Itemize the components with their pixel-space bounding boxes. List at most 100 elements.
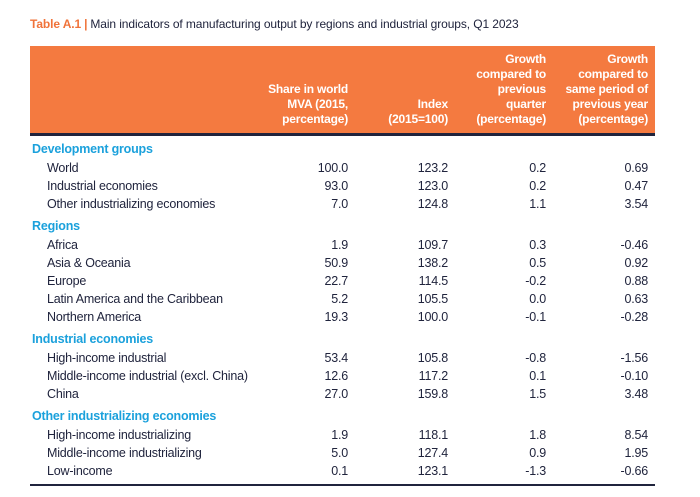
table-number: Table A.1	[30, 17, 82, 31]
cell-value: -0.2	[525, 273, 546, 288]
caption-separator: |	[84, 17, 88, 31]
table-header: Share in world MVA (2015, percentage) In…	[30, 46, 655, 136]
col-header-share-mva: Share in world MVA (2015, percentage)	[260, 46, 355, 136]
cell-value: 0.3	[529, 237, 546, 252]
table-row: Low-income 0.1 123.1 -1.3 -0.66	[30, 462, 655, 486]
table-row: Industrial economies 93.0 123.0 0.2 0.47	[30, 177, 655, 195]
cell-value: 27.0	[324, 386, 348, 401]
row-label: Middle-income industrial (excl. China)	[47, 368, 248, 383]
cell-value: 100.0	[417, 309, 448, 324]
cell-value: 3.54	[624, 196, 648, 211]
row-label: China	[47, 386, 79, 401]
cell-value: 0.88	[624, 273, 648, 288]
row-label: Middle-income industrializing	[47, 445, 202, 460]
table-row: Europe 22.7 114.5 -0.2 0.88	[30, 272, 655, 290]
cell-value: 1.9	[331, 237, 348, 252]
cell-value: 117.2	[418, 368, 449, 383]
table-row: Middle-income industrializing 5.0 127.4 0.9…	[30, 444, 655, 462]
col-header-growth-year: Growth compared to same period of previo…	[553, 46, 655, 136]
cell-value: -0.10	[620, 368, 649, 383]
cell-value: 12.6	[324, 368, 348, 383]
cell-value: 0.2	[529, 160, 546, 175]
table-row: Latin America and the Caribbean 5.2 105.5 0…	[30, 290, 655, 308]
section-header: Industrial economies	[32, 332, 154, 346]
row-label: Low-income	[30, 462, 260, 486]
cell-value: 0.69	[624, 160, 648, 175]
cell-value: 123.0	[417, 178, 448, 193]
row-label: Latin America and the Caribbean	[47, 291, 223, 306]
section-header: Development groups	[32, 142, 153, 156]
table-caption: Table A.1 | Main indicators of manufacturi…	[30, 17, 519, 31]
cell-value: 19.3	[324, 309, 348, 324]
section-row: Regions	[30, 213, 655, 236]
cell-value: 159.8	[417, 386, 448, 401]
cell-value: 0.5	[529, 255, 546, 270]
cell-value: -1.3	[455, 462, 553, 486]
cell-value: 5.2	[331, 291, 348, 306]
cell-value: 0.63	[624, 291, 648, 306]
row-label: Industrial economies	[47, 178, 158, 193]
cell-value: 93.0	[324, 178, 348, 193]
table-row: Asia & Oceania 50.9 138.2 0.5 0.92	[30, 254, 655, 272]
cell-value: 138.2	[417, 255, 448, 270]
row-label: Africa	[47, 237, 78, 252]
cell-value: -0.66	[553, 462, 655, 486]
cell-value: 8.54	[624, 427, 648, 442]
cell-value: 0.0	[529, 291, 546, 306]
col-header-labels	[30, 46, 260, 136]
cell-value: 0.47	[624, 178, 648, 193]
cell-value: 5.0	[331, 445, 348, 460]
section-header: Regions	[32, 219, 80, 233]
cell-value: -0.46	[620, 237, 649, 252]
caption-text: Main indicators of manufacturing output …	[90, 17, 519, 31]
row-label: High-income industrializing	[47, 427, 191, 442]
cell-value: 124.8	[417, 196, 448, 211]
cell-value: 109.7	[417, 237, 448, 252]
col-header-index: Index (2015=100)	[355, 46, 455, 136]
cell-value: 127.4	[417, 445, 448, 460]
cell-value: -0.28	[620, 309, 649, 324]
cell-value: 118.1	[418, 427, 449, 442]
cell-value: 0.9	[529, 445, 546, 460]
cell-value: 1.95	[624, 445, 648, 460]
cell-value: 1.8	[529, 427, 546, 442]
table-row: Africa 1.9 109.7 0.3 -0.46	[30, 236, 655, 254]
cell-value: 105.8	[417, 350, 448, 365]
cell-value: 1.5	[529, 386, 546, 401]
indicators-table: Share in world MVA (2015, percentage) In…	[30, 46, 655, 486]
section-header: Other industrializing economies	[32, 409, 217, 423]
cell-value: 1.9	[331, 427, 348, 442]
cell-value: 0.1	[529, 368, 546, 383]
cell-value: 114.5	[418, 273, 449, 288]
cell-value: 3.48	[624, 386, 648, 401]
table-row: China 27.0 159.8 1.5 3.48	[30, 385, 655, 403]
cell-value: 50.9	[324, 255, 348, 270]
row-label: World	[47, 160, 79, 175]
cell-value: -0.8	[525, 350, 546, 365]
row-label: High-income industrial	[47, 350, 167, 365]
cell-value: 123.1	[355, 462, 455, 486]
cell-value: 123.2	[417, 160, 448, 175]
row-label: Northern America	[47, 309, 142, 324]
table-row: High-income industrial 53.4 105.8 -0.8 -1.56	[30, 349, 655, 367]
cell-value: 0.2	[529, 178, 546, 193]
cell-value: 105.5	[417, 291, 448, 306]
cell-value: 1.1	[529, 196, 546, 211]
table-row: High-income industrializing 1.9 118.1 1.8 8.…	[30, 426, 655, 444]
section-row: Industrial economies	[30, 326, 655, 349]
cell-value: 100.0	[317, 160, 348, 175]
cell-value: 0.92	[624, 255, 648, 270]
cell-value: 53.4	[324, 350, 348, 365]
table-body: Development groups World 100.0 123.2 0.2 0.69…	[30, 135, 655, 486]
cell-value: 22.7	[324, 273, 348, 288]
section-row: Other industrializing economies	[30, 403, 655, 426]
table-row: Northern America 19.3 100.0 -0.1 -0.28	[30, 308, 655, 326]
row-label: Europe	[47, 273, 87, 288]
cell-value: 0.1	[260, 462, 355, 486]
cell-value: 7.0	[331, 196, 348, 211]
section-row: Development groups	[30, 135, 655, 160]
table-row: Other industrializing economies 7.0 124.8 1…	[30, 195, 655, 213]
cell-value: -0.1	[525, 309, 546, 324]
row-label: Asia & Oceania	[47, 255, 131, 270]
